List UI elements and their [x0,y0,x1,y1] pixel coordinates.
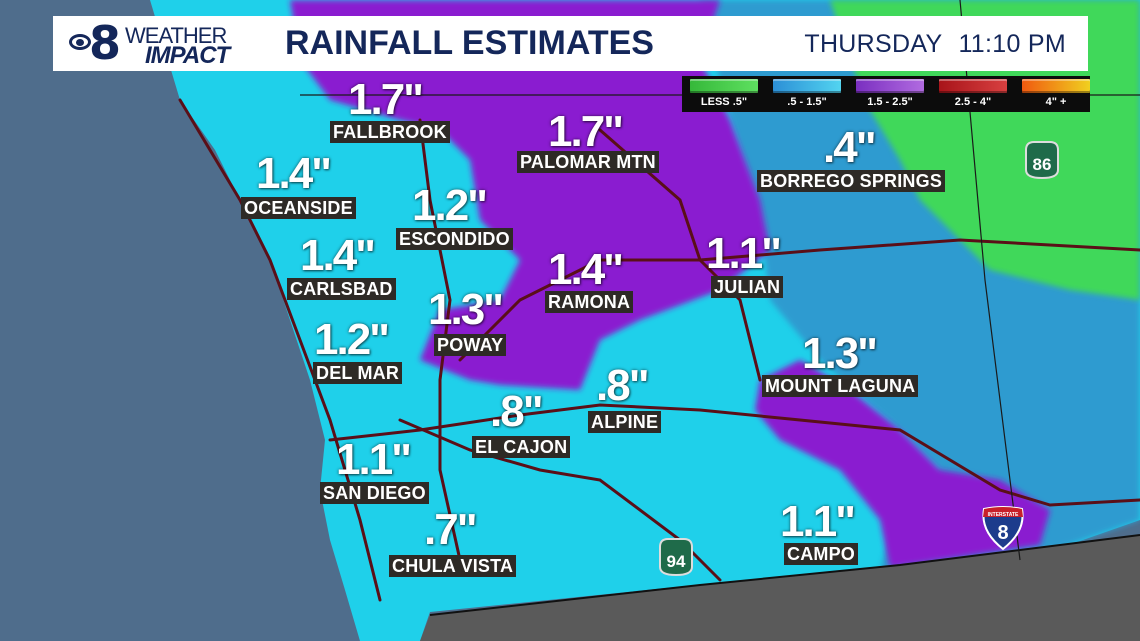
purple-zone-east [755,360,1050,568]
legend-item: 1.5 - 2.5" [856,79,924,108]
svg-text:INTERSTATE: INTERSTATE [988,512,1019,518]
city-label: ALPINE [588,411,662,433]
rainfall-value: 1.1" [336,435,412,484]
cbs-eye-icon [69,34,91,50]
legend-swatch [690,79,758,93]
city-label: BORREGO SPRINGS [757,170,946,192]
rainfall-value: .4" [823,123,877,172]
legend-swatch [856,79,924,93]
svg-text:8: 8 [997,522,1008,544]
green-zone [830,0,1140,300]
rainfall-value: .7" [424,505,478,554]
rainfall-value: 1.2" [314,315,390,364]
city-label: SAN DIEGO [320,482,429,504]
page-title: RAINFALL ESTIMATES [285,24,654,62]
city-label: JULIAN [711,276,784,298]
legend-label: LESS .5" [700,96,748,108]
legend-swatch [1022,79,1090,93]
california-route-shield-icon: 94 [656,537,696,582]
legend-label: 4" + [1045,96,1067,108]
rainfall-value: 1.1" [780,497,856,546]
city-label: DEL MAR [313,362,403,384]
legend-item: 4" + [1022,79,1090,108]
city-label: CARLSBAD [287,278,396,300]
city-label: MOUNT LAGUNA [762,375,919,397]
rainfall-value: 1.7" [348,75,424,124]
rainfall-value: 1.3" [428,285,504,334]
legend-swatch [939,79,1007,93]
logo-number: 8 [89,16,122,70]
purple-zone-north [290,0,770,390]
legend-label: .5 - 1.5" [787,96,827,108]
logo-weather: WEATHER [125,23,227,48]
header-bar: 8 WEATHER IMPACT RAINFALL ESTIMATES THUR… [53,16,1088,71]
city-label: CAMPO [784,543,858,565]
rainfall-value: 1.2" [412,181,488,230]
city-label: PALOMAR MTN [517,151,659,173]
time-label: 11:10 PM [958,30,1066,58]
rainfall-value: 1.4" [256,149,332,198]
legend: LESS .5" .5 - 1.5" 1.5 - 2.5" 2.5 - 4" 4" + [682,76,1090,112]
legend-label: 1.5 - 2.5" [867,96,913,108]
city-label: ESCONDIDO [396,228,513,250]
city-label: OCEANSIDE [241,197,356,219]
legend-item: 2.5 - 4" [939,79,1007,108]
day-label: THURSDAY [804,30,943,58]
timestamp: THURSDAY 11:10 PM [788,30,1066,59]
city-label: EL CAJON [472,436,571,458]
city-label: CHULA VISTA [389,555,517,577]
legend-item: .5 - 1.5" [773,79,841,108]
legend-item: LESS .5" [690,79,758,108]
roads [178,98,1140,602]
california-route-shield-icon: 86 [1022,140,1062,185]
city-label: FALLBROOK [330,121,450,143]
rainfall-value: 1.7" [548,107,624,156]
rainfall-value: 1.4" [548,245,624,294]
station-logo: 8 WEATHER IMPACT [67,16,257,70]
interstate-shield-icon: INTERSTATE 8 [980,505,1026,556]
rainfall-value: 1.3" [802,329,878,378]
svg-text:86: 86 [1033,155,1052,174]
logo-impact: IMPACT [145,42,230,69]
rainfall-value: .8" [596,361,650,410]
rainfall-value: .8" [490,387,544,436]
legend-label: 2.5 - 4" [954,96,992,108]
legend-swatch [773,79,841,93]
rainfall-value: 1.1" [706,229,782,278]
city-label: POWAY [434,334,507,356]
rainfall-value: 1.4" [300,231,376,280]
mexico-area [420,535,1140,641]
city-label: RAMONA [545,291,634,313]
svg-text:94: 94 [667,552,686,571]
